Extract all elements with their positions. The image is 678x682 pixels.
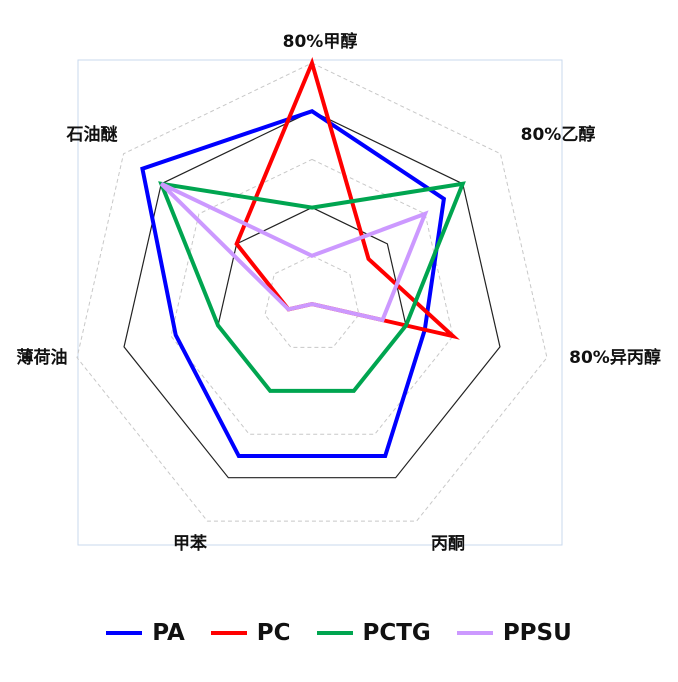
legend-item-pa: PA [106, 620, 185, 646]
legend-item-pctg: PCTG [316, 620, 431, 646]
legend-swatch [316, 631, 353, 635]
legend-label: PPSU [502, 620, 572, 646]
legend-swatch [106, 631, 143, 635]
series-line-pctg [158, 181, 466, 393]
grid-ring [76, 62, 548, 522]
axis-label: 80%乙醇 [521, 124, 596, 145]
axis-label: 80%甲醇 [283, 31, 358, 52]
grid-ring [170, 158, 454, 435]
legend: PA PC PCTG PPSU [0, 620, 678, 646]
legend-label: PA [152, 620, 185, 646]
legend-swatch [210, 631, 247, 635]
plot-area-border [77, 59, 563, 546]
axis-label: 80%异丙醇 [569, 347, 661, 368]
axis-label: 甲苯 [173, 533, 207, 554]
axis-label: 石油醚 [66, 124, 118, 145]
legend-item-pc: PC [210, 620, 291, 646]
legend-label: PCTG [362, 620, 431, 646]
legend-label: PC [256, 620, 291, 646]
series-line-pa [140, 108, 447, 458]
axis-label: 薄荷油 [17, 347, 68, 368]
axis-label: 丙酮 [431, 534, 465, 554]
legend-swatch [456, 631, 493, 635]
grid-ring [123, 110, 501, 479]
legend-item-ppsu: PPSU [456, 620, 572, 646]
